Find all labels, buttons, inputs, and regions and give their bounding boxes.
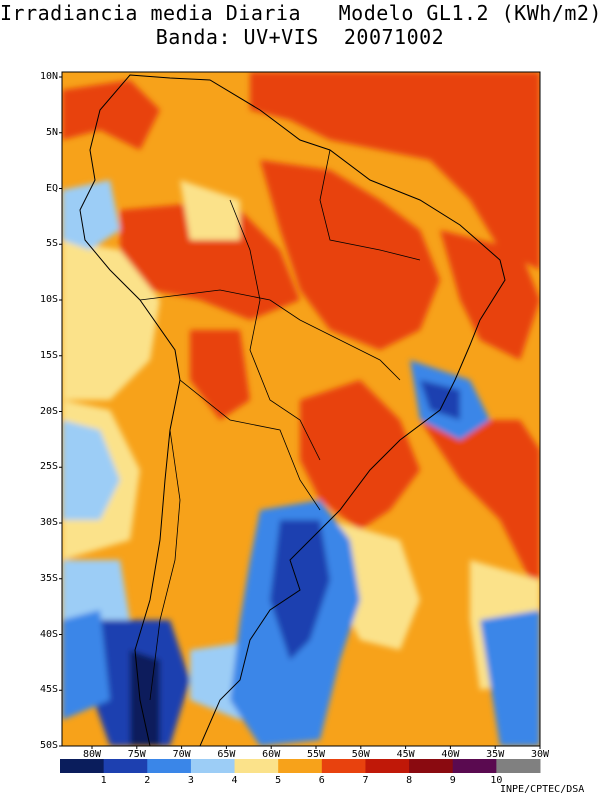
high-irradiance-atlantic [420,420,540,600]
colorbar [60,759,541,773]
colorbar-label: 2 [144,775,151,786]
country-border [229,199,321,461]
colorbar-label: 7 [362,775,369,786]
mid-irradiance-colombia [180,180,240,240]
colorbar-swatch [321,759,366,773]
colorbar-swatch [234,759,279,773]
lon-tick-label: 80W [82,749,102,760]
map-frame [61,71,541,747]
colorbar-swatch [190,759,236,773]
country-border [149,429,181,701]
lat-tick-label: 20S [39,405,58,417]
cloud-band-southeast-pacific [62,610,110,720]
high-irradiance-amazon-east [260,160,440,350]
lat-tick-label: 45S [39,684,58,696]
lon-tick-label: 55W [306,749,326,760]
lat-tick-label: 25S [39,461,58,473]
country-border [179,379,321,511]
colorbar-label: 5 [275,775,282,786]
lon-tick-label: 75W [127,749,146,760]
colorbar-swatch [278,759,323,773]
mid-irradiance-pacific [62,240,160,400]
high-irradiance-caribbean [62,80,160,150]
high-irradiance-andes [190,330,250,420]
lon-tick-label: 45W [396,749,415,760]
colorbar-label: 4 [231,775,238,786]
lat-tick-label: 50S [39,740,58,751]
colorbar-swatch [496,759,541,773]
lon-tick-label: 35W [486,749,505,760]
lon-tick-label: 65W [217,749,236,760]
lat-tick-label: 30S [39,517,58,528]
map-subtitle: Banda: UV+VIS 20071002 [155,25,445,49]
lat-tick-label: EQ [45,182,58,194]
high-irradiance-amazon-west [120,200,300,320]
high-irradiance-southeast [300,380,420,530]
colorbar-label: 8 [406,775,413,786]
colorbar-swatch [452,759,497,773]
lat-tick-label: 15S [39,349,58,361]
colorbar-label: 6 [318,775,325,786]
colorbar-label: 9 [449,775,456,786]
colorbar-label: 1 [100,775,107,786]
high-irradiance-northeast [440,230,540,360]
cloud-band-far-south [480,610,540,746]
lat-tick-label: 10S [39,294,58,305]
colorbar-swatch [103,759,148,773]
colorbar-label: 10 [490,775,503,786]
colorbar-swatch [365,759,410,773]
colorbar-swatch [147,759,192,773]
map-title: Irradiancia media Diaria Modelo GL1.2 (K… [0,1,600,25]
colorbar-label: 3 [187,775,194,786]
latitude-ticks [59,76,62,747]
low-irradiance-ecuador [62,180,120,250]
lat-tick-label: 40S [39,628,58,640]
lon-tick-label: 50W [351,749,370,760]
lon-tick-label: 40W [441,749,460,760]
lat-tick-label: 5N [45,126,58,138]
credit-text: INPE/CPTEC/DSA [500,784,585,795]
lat-tick-label: 35S [39,572,58,584]
low-irradiance-pacific [62,420,120,520]
lat-tick-label: 10N [39,71,58,82]
country-border [139,289,401,381]
colorbar-swatch [409,759,454,773]
cloud-core-southern-chile [130,650,160,746]
lon-tick-label: 60W [262,749,281,760]
country-border [319,149,421,261]
high-irradiance-north [250,72,540,270]
lat-tick-label: 5S [45,238,58,250]
longitude-ticks [91,746,541,749]
lon-tick-label: 30W [530,749,550,760]
colorbar-swatch [60,759,105,773]
lon-tick-label: 70W [172,749,191,760]
